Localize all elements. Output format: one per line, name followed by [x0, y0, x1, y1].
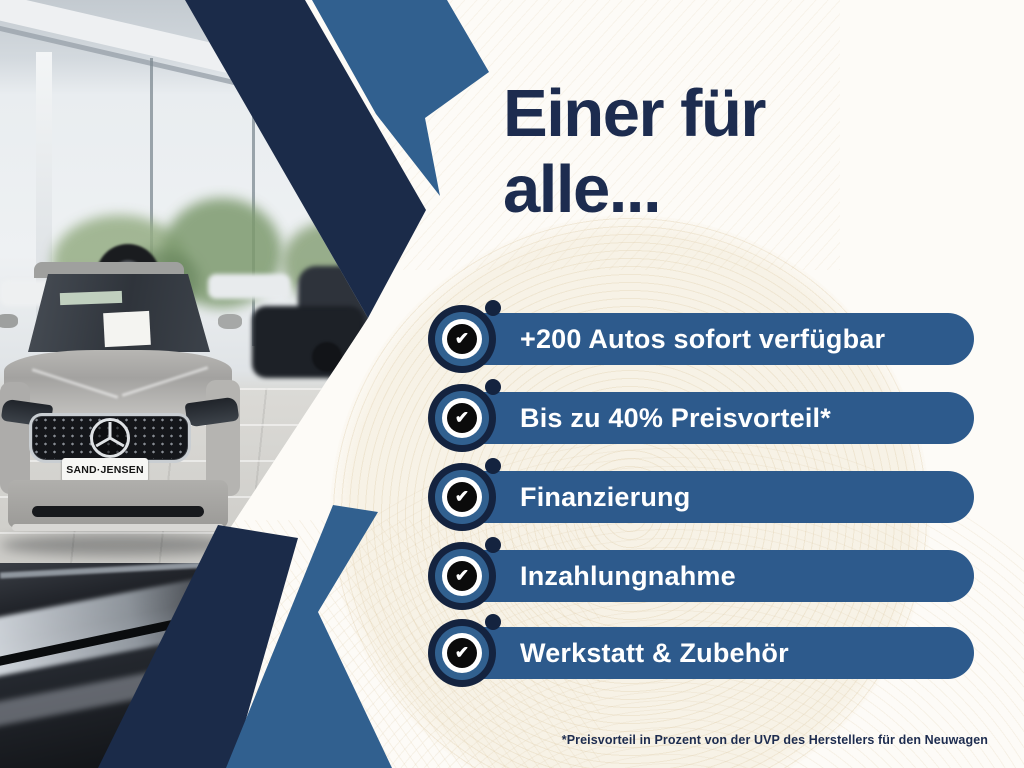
feature-pill-trade-in[interactable]: Inzahlungnahme ✔ [428, 537, 974, 610]
accent-dot-icon [485, 537, 501, 553]
pill-label: Finanzierung [520, 481, 691, 512]
check-circle-icon: ✔ [428, 379, 501, 452]
car-grille [32, 416, 188, 460]
check-circle-icon: ✔ [428, 300, 501, 373]
page-title: Einer für alle... [503, 76, 983, 228]
license-plate: SAND·JENSEN [62, 458, 148, 482]
feature-pill-availability[interactable]: +200 Autos sofort verfügbar ✔ [428, 300, 974, 373]
car-wheel [396, 346, 426, 376]
disclaimer-text: *Preisvorteil in Prozent von der UVP des… [561, 733, 988, 747]
pill-background [437, 471, 974, 523]
feature-pill-financing[interactable]: Finanzierung ✔ [428, 458, 974, 531]
check-circle-icon: ✔ [428, 614, 501, 687]
car-closeup-photo [0, 563, 207, 768]
bumper-lip [12, 524, 224, 531]
check-circle-icon: ✔ [428, 458, 501, 531]
headline-line-2: alle... [503, 152, 662, 227]
accent-dot-icon [485, 458, 501, 474]
accent-dot-icon [485, 614, 501, 630]
side-mirror [0, 314, 18, 328]
car-bumper [8, 480, 228, 528]
mercedes-car: SAND·JENSEN [0, 262, 242, 563]
window-mullion [150, 58, 153, 358]
windshield-sticker [59, 290, 123, 306]
dark-car [252, 306, 364, 378]
pill-background [437, 313, 974, 365]
pill-label: Inzahlungnahme [520, 560, 736, 591]
accent-dot-icon [485, 300, 501, 316]
pill-label: +200 Autos sofort verfügbar [520, 323, 886, 354]
car-shadow [0, 534, 240, 556]
car-wheel [312, 342, 342, 372]
bumper-intake [32, 506, 204, 517]
pill-label: Werkstatt & Zubehör [520, 637, 789, 668]
accent-dot-icon [485, 379, 501, 395]
license-plate-text: SAND·JENSEN [66, 464, 144, 476]
headline-line-1: Einer für [503, 76, 767, 151]
side-mirror [218, 314, 242, 329]
check-circle-icon: ✔ [428, 537, 501, 610]
pill-background [437, 392, 974, 444]
car-fender [0, 382, 30, 494]
windshield-price-sheet [103, 310, 151, 348]
pill-background [437, 627, 974, 679]
pill-label: Bis zu 40% Preisvorteil* [520, 402, 831, 433]
showroom-photo: SAND·JENSEN [0, 0, 426, 563]
pill-background [437, 550, 974, 602]
mercedes-star-icon [90, 418, 130, 458]
feature-pill-workshop[interactable]: Werkstatt & Zubehör ✔ [428, 614, 974, 687]
feature-pill-discount[interactable]: Bis zu 40% Preisvorteil* ✔ [428, 379, 974, 452]
